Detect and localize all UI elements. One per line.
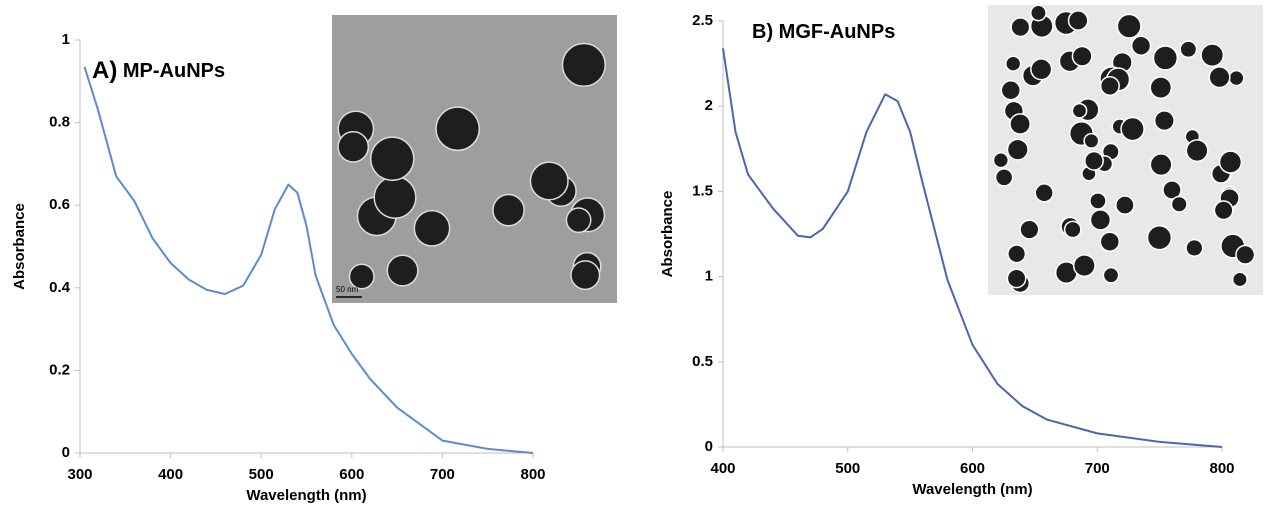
particle (561, 42, 607, 88)
y-tick-label: 0 (705, 438, 713, 455)
particle (1146, 224, 1173, 251)
particle (1006, 268, 1027, 289)
particle (1231, 271, 1248, 288)
particle (1000, 80, 1022, 101)
particle (1071, 45, 1093, 67)
particle (1152, 45, 1179, 71)
y-tick-label: 0 (62, 444, 70, 461)
y-tick-label: 1 (62, 31, 70, 48)
particle (1071, 102, 1088, 119)
particle (1179, 40, 1198, 59)
particle (565, 207, 592, 234)
x-tick-label: 700 (430, 466, 455, 483)
particle (1006, 138, 1029, 161)
y-tick-label: 1 (705, 268, 713, 285)
x-tick-label: 300 (67, 466, 92, 483)
particle (994, 168, 1014, 187)
x-tick-label: 400 (158, 466, 183, 483)
particle (1089, 192, 1107, 210)
inset-image (988, 4, 1263, 295)
y-tick-label: 0.5 (692, 353, 713, 370)
y-tick-label: 0.6 (49, 196, 70, 213)
particle (1084, 150, 1104, 171)
particle (1063, 220, 1082, 239)
x-tick-label: 700 (1085, 460, 1110, 477)
particle (1099, 231, 1121, 252)
x-tick-label: 500 (249, 466, 274, 483)
x-tick-label: 600 (339, 466, 364, 483)
particle (413, 209, 451, 247)
x-tick-label: 800 (1209, 460, 1234, 477)
inset-image: 50 nm (332, 15, 617, 303)
particle (1007, 244, 1027, 264)
particle (386, 254, 419, 287)
inset-scale-label: 50 nm (336, 285, 359, 294)
particle (1185, 238, 1204, 258)
particle (1005, 55, 1022, 72)
x-tick-label: 800 (520, 466, 545, 483)
particle (1200, 43, 1225, 68)
line-series (83, 66, 534, 454)
y-tick-label: 2.5 (692, 12, 713, 29)
particle (1130, 35, 1152, 56)
y-axis-title: Absorbance (659, 191, 676, 278)
particle (1019, 219, 1040, 240)
y-tick-label: 0.8 (49, 114, 70, 131)
particle (435, 106, 481, 152)
particle (1034, 183, 1054, 203)
particle (1102, 266, 1120, 284)
x-axis-title: Wavelength (nm) (912, 481, 1032, 498)
particle (1030, 58, 1053, 81)
particle (373, 175, 417, 219)
x-tick-label: 500 (835, 460, 860, 477)
particle (1149, 76, 1173, 99)
particle (1228, 69, 1245, 87)
particle (1153, 110, 1175, 132)
chart-title: B) MGF-AuNPs (752, 21, 895, 43)
particle (1170, 195, 1188, 213)
particle (1067, 10, 1089, 31)
particle (1010, 17, 1031, 38)
y-tick-label: 2 (705, 97, 713, 114)
chart-title-text: MGF-AuNPs (779, 21, 896, 43)
y-tick-label: 0.2 (49, 361, 70, 378)
particle (369, 136, 415, 182)
particle (1115, 195, 1135, 215)
particle (1213, 200, 1234, 221)
particle (992, 152, 1010, 169)
particle (337, 130, 370, 163)
particle (1009, 113, 1031, 135)
particle (1120, 116, 1145, 142)
y-tick-label: 0.4 (49, 279, 71, 296)
particle (529, 161, 569, 201)
x-axis-title: Wavelength (nm) (246, 487, 366, 504)
line-series (722, 48, 1223, 448)
particle (1185, 139, 1209, 163)
particle (1116, 13, 1142, 39)
particle (1208, 66, 1231, 89)
particle (1029, 4, 1047, 22)
particle (492, 193, 525, 227)
y-axis-title: Absorbance (11, 203, 28, 290)
particle (1149, 153, 1173, 177)
particle (1072, 254, 1096, 278)
x-tick-label: 400 (710, 460, 735, 477)
particle (1218, 150, 1243, 174)
chart-title-text: MP-AuNPs (123, 60, 225, 82)
particle (1162, 180, 1182, 200)
x-tick-label: 600 (960, 460, 985, 477)
particle (348, 263, 375, 290)
particle (1089, 209, 1112, 231)
panel-label: A) (92, 57, 117, 84)
panel-label: B) (752, 21, 773, 43)
particle (570, 260, 601, 291)
particle (1099, 75, 1120, 96)
chart-title: A) MP-AuNPs (92, 57, 225, 84)
y-tick-label: 1.5 (692, 182, 713, 199)
particle (1235, 244, 1256, 265)
particle (1083, 132, 1100, 149)
